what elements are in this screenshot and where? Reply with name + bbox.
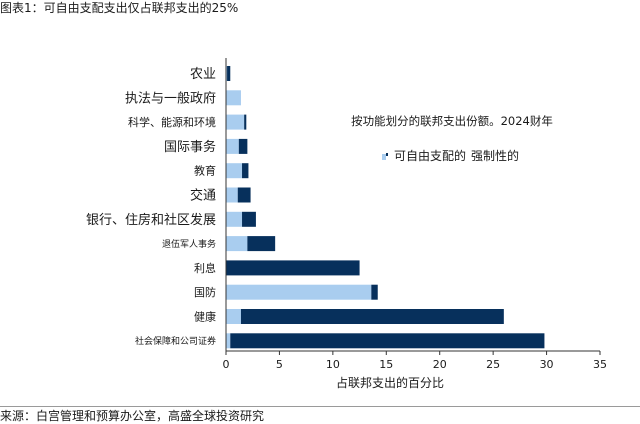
x-tick-label-2: 10 (326, 358, 340, 371)
bar-mandatory-4 (242, 163, 249, 179)
x-tick-label-1: 5 (276, 358, 283, 371)
bar-discretionary-11 (226, 333, 231, 349)
category-label-5: 交通 (190, 188, 216, 204)
x-tick-label-3: 15 (379, 358, 393, 371)
bar-discretionary-6 (226, 211, 243, 227)
category-label-9: 国防 (194, 285, 216, 299)
bar-chart: 农业执法与一般政府科学、能源和环境国际事务教育交通银行、住房和社区发展退伍军人事… (86, 58, 607, 390)
legend-label-mandatory: 强制性的 (471, 148, 519, 163)
chart-title: 按功能划分的联邦支出份额。2024财年 (351, 114, 553, 128)
category-label-7: 退伍军人事务 (162, 238, 216, 250)
category-labels: 农业执法与一般政府科学、能源和环境国际事务教育交通银行、住房和社区发展退伍军人事… (86, 67, 216, 347)
figure-source: 来源：白宫管理和预算办公室，高盛全球投资研究 (0, 409, 265, 423)
bar-discretionary-9 (226, 284, 372, 300)
bar-mandatory-0 (227, 66, 231, 81)
bar-mandatory-2 (244, 114, 247, 130)
bar-mandatory-6 (242, 211, 256, 227)
x-tick-label-5: 25 (486, 358, 500, 371)
category-label-2: 科学、能源和环境 (128, 115, 216, 129)
legend: 可自由支配的 强制性的 (382, 148, 519, 163)
category-label-10: 健康 (194, 309, 216, 323)
bars-group (226, 66, 545, 349)
source-divider (0, 406, 640, 407)
x-tick-label-0: 0 (223, 358, 230, 371)
category-label-8: 利息 (194, 261, 216, 275)
bar-discretionary-3 (226, 138, 239, 154)
bar-mandatory-9 (371, 284, 378, 300)
x-tick-label-7: 35 (593, 358, 607, 371)
category-label-4: 教育 (194, 164, 216, 178)
x-tick-label-4: 20 (433, 358, 447, 371)
bar-mandatory-8 (226, 260, 360, 276)
legend-swatch-mandatory (386, 153, 388, 156)
legend-label-discretionary: 可自由支配的 (394, 148, 466, 163)
bar-mandatory-5 (237, 187, 251, 203)
bar-discretionary-1 (226, 90, 241, 106)
x-ticks: 0 5 10 15 20 25 30 35 (223, 351, 607, 371)
figure-title: 图表1：可自由支配支出仅占联邦支出的25% (0, 1, 239, 15)
legend-swatch-discretionary (382, 154, 386, 160)
bar-mandatory-11 (230, 333, 545, 349)
category-label-3: 国际事务 (164, 139, 216, 155)
bar-discretionary-10 (226, 309, 241, 324)
x-axis-label: 占联邦支出的百分比 (336, 375, 444, 390)
bar-mandatory-10 (240, 309, 504, 324)
category-label-0: 农业 (190, 67, 216, 82)
bar-discretionary-2 (226, 114, 245, 130)
category-label-1: 执法与一般政府 (125, 90, 216, 106)
category-label-6: 银行、住房和社区发展 (86, 212, 216, 228)
bar-mandatory-3 (238, 138, 248, 154)
bar-mandatory-7 (247, 236, 276, 252)
bar-discretionary-7 (226, 236, 248, 252)
bar-discretionary-5 (226, 187, 238, 203)
x-tick-label-6: 30 (540, 358, 554, 371)
category-label-11: 社会保障和公司证券 (135, 335, 216, 347)
bar-discretionary-0 (226, 66, 228, 81)
bar-discretionary-4 (226, 163, 243, 179)
